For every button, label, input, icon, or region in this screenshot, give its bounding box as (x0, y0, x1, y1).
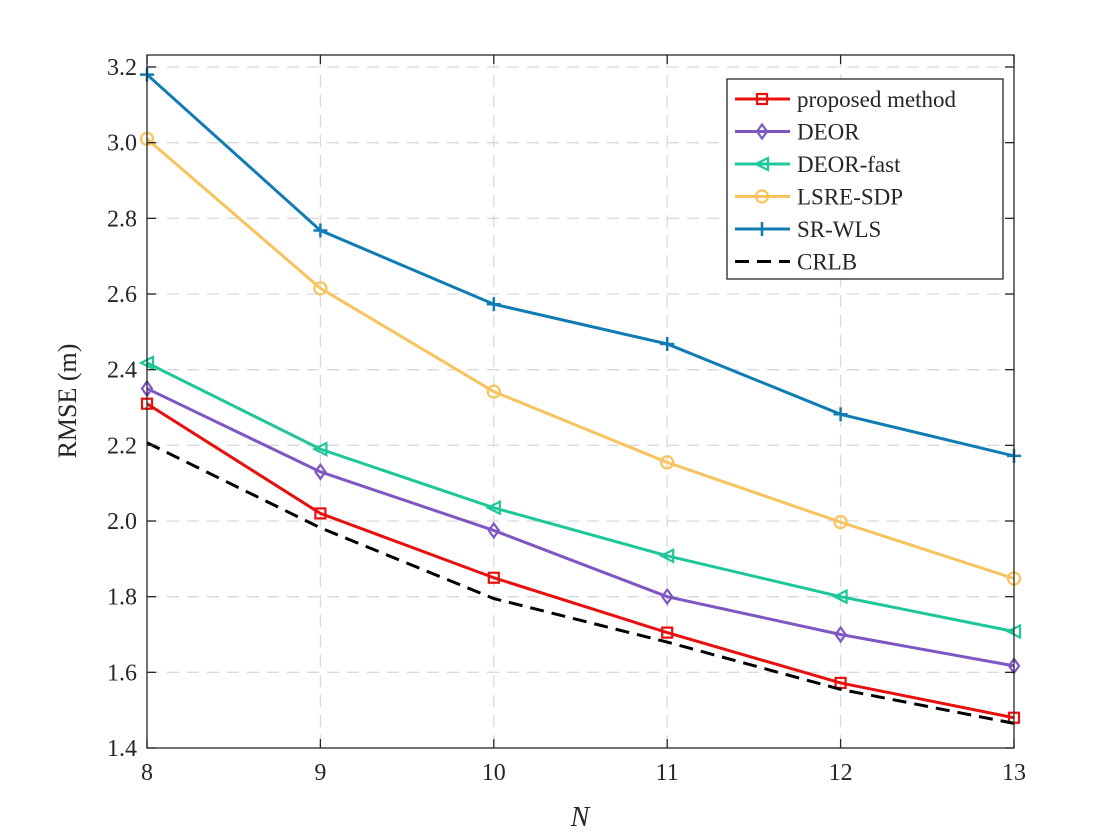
legend-label: proposed method (797, 87, 957, 112)
data-point (313, 223, 328, 238)
data-point (487, 571, 500, 584)
y-tick-label: 3.2 (107, 55, 137, 81)
x-tick-label: 12 (829, 760, 853, 786)
series-line (146, 387, 1015, 668)
x-tick-label: 9 (314, 760, 326, 786)
data-point (486, 384, 501, 399)
legend-label: SR-WLS (797, 217, 881, 242)
series-line (146, 361, 1015, 633)
series-line (146, 137, 1015, 580)
series-line (146, 402, 1015, 720)
data-point (485, 499, 501, 516)
x-axis-label: N (570, 802, 591, 833)
legend-marker (755, 222, 769, 236)
data-point (660, 587, 674, 606)
y-axis-label: RMSE (m) (53, 344, 82, 459)
series-proposed-method (140, 397, 1021, 724)
series-deor-fast (138, 355, 1022, 640)
data-point (658, 548, 675, 564)
legend-label: DEOR-fast (797, 152, 901, 177)
data-point (661, 626, 674, 639)
data-point (834, 625, 847, 644)
legend-box (726, 78, 1004, 280)
data-point (486, 297, 501, 312)
legend-marker (754, 189, 770, 204)
y-tick-label: 2.6 (107, 282, 137, 308)
y-tick-label: 2.0 (107, 509, 137, 535)
data-point (832, 588, 848, 605)
data-point (660, 336, 675, 351)
legend-marker (755, 92, 769, 106)
plot-frame (146, 54, 1015, 749)
y-tick-label: 2.8 (107, 206, 137, 232)
y-tick-label: 1.6 (107, 660, 137, 686)
legend-marker (753, 156, 770, 172)
y-tick-label: 1.4 (107, 736, 137, 762)
legend-label: CRLB (797, 250, 857, 275)
data-point (833, 407, 848, 422)
data-point (314, 507, 327, 520)
y-tick-label: 3.0 (107, 131, 137, 157)
x-tick-label: 13 (1002, 760, 1026, 786)
y-tick-label: 2.2 (107, 433, 137, 459)
x-tick-label: 8 (141, 760, 153, 786)
data-point (314, 462, 327, 481)
y-tick-label: 1.8 (107, 585, 137, 611)
ticks: 8 9 10 11 12 13 1.4 1.6 1.8 2.0 2.2 2.4 2.6 2.8 3.0 3.2 (107, 55, 1026, 786)
x-tick-label: 10 (482, 760, 506, 786)
legend-label: DEOR (797, 120, 860, 145)
data-point (833, 515, 848, 530)
series-crlb (146, 441, 1015, 725)
data-point (487, 521, 501, 540)
series-line (145, 73, 1015, 458)
x-tick-label: 11 (656, 760, 679, 786)
grid (147, 55, 1014, 748)
legend-marker (755, 122, 769, 141)
legend-label: LSRE-SDP (797, 185, 903, 210)
legend: proposed method DEOR DEOR-fast LSRE-SDP SR-W… (726, 78, 1004, 280)
series-line (146, 441, 1015, 725)
y-tick-label: 2.4 (107, 358, 137, 384)
data-point (660, 455, 675, 470)
data-point (311, 441, 328, 457)
data-point (313, 281, 328, 296)
